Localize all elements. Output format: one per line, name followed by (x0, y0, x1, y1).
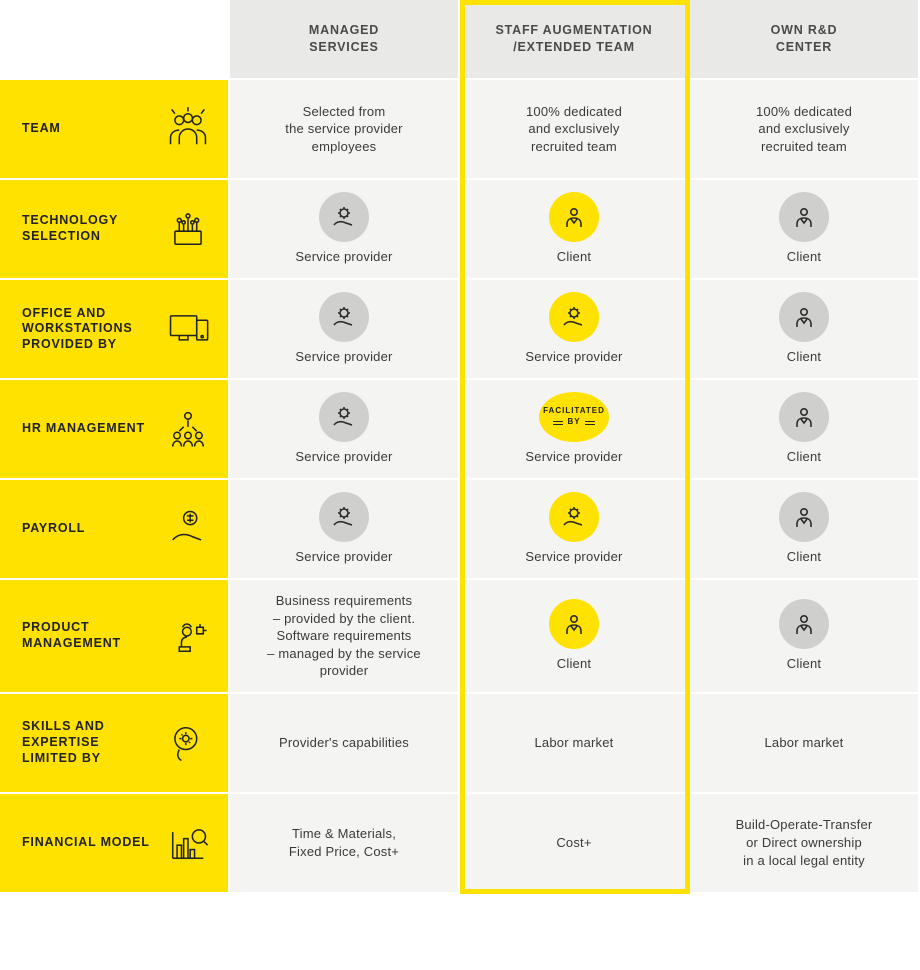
cell-text: Business requirements– provided by the c… (267, 592, 421, 680)
hr-icon (164, 405, 212, 453)
row-label: PAYROLL (22, 521, 154, 537)
cell-caption: Service provider (525, 548, 622, 566)
cell-office-staff_aug: Service provider (460, 280, 690, 380)
cell-tech_sel-managed: Service provider (230, 180, 460, 280)
header-label: MANAGED (309, 22, 379, 39)
person-icon (549, 599, 599, 649)
row-label: PRODUCT MANAGEMENT (22, 620, 154, 651)
row-header-team: TEAM (0, 80, 230, 180)
cell-text: Build-Operate-Transferor Direct ownershi… (736, 816, 873, 869)
monitor-icon (164, 305, 212, 353)
cell-team-own_rd: 100% dedicatedand exclusivelyrecruited t… (690, 80, 920, 180)
row-header-product: PRODUCT MANAGEMENT (0, 580, 230, 694)
row-label: TECHNOLOGY SELECTION (22, 213, 154, 244)
circuit-icon (164, 205, 212, 253)
cell-payroll-staff_aug: Service provider (460, 480, 690, 580)
payroll-icon (164, 505, 212, 553)
cell-caption: Client (557, 248, 591, 266)
person-icon (549, 192, 599, 242)
cell-financial-staff_aug: Cost+ (460, 794, 690, 894)
cell-text: Cost+ (556, 834, 591, 852)
strategy-icon (164, 612, 212, 660)
cell-skills-staff_aug: Labor market (460, 694, 690, 794)
cell-hr-managed: Service provider (230, 380, 460, 480)
row-label: FINANCIAL MODEL (22, 835, 154, 851)
cell-team-managed: Selected fromthe service provideremploye… (230, 80, 460, 180)
gear-hand-icon (319, 192, 369, 242)
cell-caption: Client (557, 655, 591, 673)
person-icon (779, 492, 829, 542)
header-empty (0, 0, 230, 80)
row-header-hr: HR MANAGEMENT (0, 380, 230, 480)
cell-hr-staff_aug: FACILITATED BY Service provider (460, 380, 690, 480)
facilitated-badge: FACILITATED BY (539, 392, 609, 442)
cell-skills-own_rd: Labor market (690, 694, 920, 794)
person-icon (779, 392, 829, 442)
cell-text: 100% dedicatedand exclusivelyrecruited t… (756, 103, 852, 156)
cell-team-staff_aug: 100% dedicatedand exclusivelyrecruited t… (460, 80, 690, 180)
cell-caption: Service provider (525, 448, 622, 466)
cell-caption: Client (787, 655, 821, 673)
row-header-skills: SKILLS AND EXPERTISE LIMITED BY (0, 694, 230, 794)
cell-caption: Service provider (295, 348, 392, 366)
row-label: SKILLS AND EXPERTISE LIMITED BY (22, 719, 154, 766)
cell-financial-managed: Time & Materials,Fixed Price, Cost+ (230, 794, 460, 894)
chart-icon (164, 819, 212, 867)
cell-payroll-own_rd: Client (690, 480, 920, 580)
gear-hand-icon (549, 292, 599, 342)
cell-caption: Service provider (295, 548, 392, 566)
row-header-tech_sel: TECHNOLOGY SELECTION (0, 180, 230, 280)
person-icon (779, 292, 829, 342)
row-header-financial: FINANCIAL MODEL (0, 794, 230, 894)
cell-text: Selected fromthe service provideremploye… (285, 103, 402, 156)
brain-icon (164, 719, 212, 767)
cell-office-managed: Service provider (230, 280, 460, 380)
cell-product-own_rd: Client (690, 580, 920, 694)
person-icon (779, 192, 829, 242)
row-header-payroll: PAYROLL (0, 480, 230, 580)
gear-hand-icon (319, 492, 369, 542)
header-managed: MANAGED SERVICES (230, 0, 460, 80)
cell-product-staff_aug: Client (460, 580, 690, 694)
header-label: CENTER (776, 39, 832, 56)
header-label: STAFF AUGMENTATION (496, 22, 653, 39)
cell-caption: Client (787, 348, 821, 366)
gear-hand-icon (319, 292, 369, 342)
cell-text: Labor market (765, 734, 844, 752)
row-header-office: OFFICE AND WORKSTATIONS PROVIDED BY (0, 280, 230, 380)
cell-caption: Client (787, 448, 821, 466)
header-label: OWN R&D (771, 22, 838, 39)
cell-skills-managed: Provider's capabilities (230, 694, 460, 794)
cell-caption: Service provider (295, 248, 392, 266)
person-icon (779, 599, 829, 649)
team-icon (164, 105, 212, 153)
cell-caption: Client (787, 248, 821, 266)
cell-caption: Service provider (525, 348, 622, 366)
cell-tech_sel-staff_aug: Client (460, 180, 690, 280)
gear-hand-icon (549, 492, 599, 542)
cell-hr-own_rd: Client (690, 380, 920, 480)
header-label: SERVICES (309, 39, 378, 56)
header-label: /EXTENDED TEAM (513, 39, 635, 56)
cell-caption: Client (787, 548, 821, 566)
row-label: HR MANAGEMENT (22, 421, 154, 437)
cell-text: 100% dedicatedand exclusivelyrecruited t… (526, 103, 622, 156)
header-own-rd: OWN R&D CENTER (690, 0, 920, 80)
gear-hand-icon (319, 392, 369, 442)
cell-caption: Service provider (295, 448, 392, 466)
cell-financial-own_rd: Build-Operate-Transferor Direct ownershi… (690, 794, 920, 894)
cell-office-own_rd: Client (690, 280, 920, 380)
cell-tech_sel-own_rd: Client (690, 180, 920, 280)
row-label: TEAM (22, 121, 154, 137)
cell-text: Provider's capabilities (279, 734, 409, 752)
row-label: OFFICE AND WORKSTATIONS PROVIDED BY (22, 306, 154, 353)
cell-text: Time & Materials,Fixed Price, Cost+ (289, 825, 399, 860)
comparison-table: MANAGED SERVICES STAFF AUGMENTATION /EXT… (0, 0, 920, 894)
cell-product-managed: Business requirements– provided by the c… (230, 580, 460, 694)
cell-payroll-managed: Service provider (230, 480, 460, 580)
header-staff-aug: STAFF AUGMENTATION /EXTENDED TEAM (460, 0, 690, 80)
cell-text: Labor market (535, 734, 614, 752)
